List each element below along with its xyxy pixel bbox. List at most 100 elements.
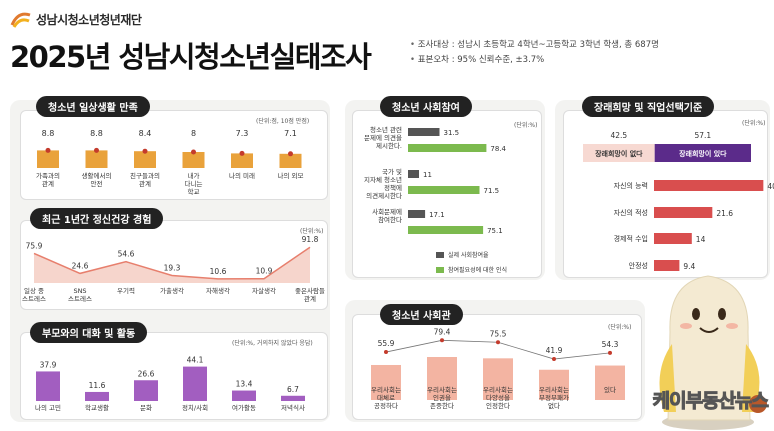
- society-category: 있다: [604, 385, 616, 394]
- satisfaction-category: 친구들과의: [130, 171, 160, 180]
- society-category: 존중한다: [430, 401, 454, 410]
- society-category: 우리사회는: [539, 385, 569, 394]
- satisfaction-card: [20, 110, 328, 200]
- society-category: 우리사회는: [427, 385, 457, 394]
- satisfaction-marker: [191, 149, 196, 155]
- satisfaction-bar: [231, 153, 253, 168]
- satisfaction-value: 8: [191, 129, 196, 138]
- participation-category: 문제에 의견을: [364, 133, 402, 142]
- participation-bar-need: [408, 186, 480, 194]
- parent-bar: [183, 366, 207, 401]
- participation-category: 참여한다: [378, 215, 402, 224]
- note-error: 표본오차 : 95% 신뢰수준, ±3.7%: [410, 53, 659, 68]
- logo-text: 성남시청소년청년재단: [36, 12, 142, 27]
- mental-health-value: 75.9: [26, 241, 43, 250]
- future-split-yes: [654, 144, 751, 162]
- unit-society: (단위:%): [608, 324, 632, 331]
- participation-value-actual: 17.1: [429, 211, 445, 219]
- mental-health-category: 자살생각: [252, 286, 276, 295]
- unit-parent: (단위:%, 거의하지 않았다 응답): [232, 340, 313, 347]
- society-value: 41.9: [546, 346, 563, 355]
- participation-category: 의견제시한다: [366, 191, 402, 200]
- legend-item-need: 참여필요성에 대한 인식: [436, 265, 507, 274]
- society-category: 없다: [548, 401, 560, 410]
- satisfaction-marker: [142, 148, 148, 154]
- parent-bar: [36, 371, 60, 401]
- future-card: [563, 110, 768, 278]
- mental-health-category: 관계: [304, 294, 316, 303]
- parent-category: 정치/사회: [182, 403, 208, 412]
- mental-health-category: 좋은사람들: [295, 286, 325, 295]
- society-marker: [496, 340, 500, 345]
- satisfaction-category: 내가: [188, 171, 200, 180]
- society-marker: [608, 350, 612, 355]
- satisfaction-category: 가족과의: [36, 171, 60, 180]
- parent-bar: [232, 390, 256, 401]
- future-bar: [654, 207, 713, 218]
- mental-health-value: 19.3: [164, 263, 181, 272]
- society-bar: [539, 369, 569, 400]
- participation-value-need: 75.1: [487, 227, 503, 235]
- tag-parent: 부모와의 대화 및 활동: [30, 322, 148, 343]
- mental-health-value: 10.6: [210, 267, 227, 276]
- participation-bar-need: [408, 144, 487, 152]
- parent-value: 11.6: [89, 381, 106, 390]
- parent-category: 학교생활: [85, 403, 109, 412]
- satisfaction-marker: [94, 147, 99, 153]
- satisfaction-bar: [37, 150, 59, 168]
- parent-bar: [281, 395, 305, 401]
- participation-category: 정책에: [384, 183, 402, 192]
- society-value: 79.4: [434, 327, 451, 336]
- mental-health-value: 24.6: [72, 261, 89, 270]
- society-bar: [595, 365, 625, 400]
- society-category: 공정하다: [374, 401, 398, 410]
- future-split-yes-label: 장래희망이 있다: [679, 149, 727, 158]
- note-target: 조사대상 : 성남시 초등학교 4학년~고등학교 3학년 학생, 총 687명: [410, 38, 659, 53]
- parent-value: 6.7: [287, 385, 299, 394]
- participation-bar-actual: [408, 170, 419, 178]
- satisfaction-bar: [134, 151, 156, 168]
- tag-future: 장래희망 및 직업선택기준: [582, 96, 715, 117]
- satisfaction-value: 7.3: [236, 129, 249, 138]
- unit-participation: (단위:%): [514, 122, 538, 129]
- parent-category: 나의 고민: [35, 403, 61, 412]
- tag-society: 청소년 사회관: [380, 304, 463, 325]
- satisfaction-category: 안전: [91, 179, 103, 188]
- participation-bar-actual: [408, 128, 440, 136]
- mental-health-value: 54.6: [118, 250, 135, 259]
- society-marker: [384, 350, 388, 355]
- participation-category: 사회문제에: [372, 207, 402, 216]
- mental-health-category: 자해생각: [206, 286, 230, 295]
- society-bar: [427, 357, 457, 400]
- parent-bar: [85, 391, 109, 401]
- society-category: 우리사회는: [371, 385, 401, 394]
- future-value: 9.4: [683, 262, 695, 271]
- parent-value: 44.1: [187, 356, 204, 365]
- satisfaction-category: 나의 미래: [229, 171, 255, 180]
- future-category: 경제적 수입: [614, 234, 648, 243]
- satisfaction-bar: [85, 150, 108, 168]
- mental-health-value: 10.9: [256, 267, 273, 276]
- tag-satisfaction: 청소년 일상생활 만족: [36, 96, 150, 117]
- page-title: 2025년 성남시청소년실태조사: [10, 40, 372, 74]
- legend-swatch-actual: [436, 251, 444, 258]
- legend-label-actual: 실제 사회참여율: [448, 252, 489, 259]
- mental-health-category: 가출생각: [160, 286, 184, 295]
- mental-health-category: 우기력: [117, 286, 135, 295]
- participation-value-need: 78.4: [490, 145, 506, 153]
- future-bar: [654, 233, 692, 244]
- mental-health-category: 일상 중: [24, 286, 44, 295]
- satisfaction-marker: [239, 150, 245, 156]
- society-category: 인정한다: [486, 401, 510, 410]
- mascot-image: [659, 275, 767, 430]
- satisfaction-bar: [279, 153, 302, 168]
- survey-notes: 조사대상 : 성남시 초등학교 4학년~고등학교 3학년 학생, 총 687명 …: [410, 38, 659, 68]
- society-category: 우리사회는: [483, 385, 513, 394]
- satisfaction-value: 8.8: [90, 129, 103, 138]
- parent-value: 26.6: [138, 369, 155, 378]
- participation-category: 지자체 청소년: [364, 175, 402, 184]
- mental-health-category: SNS: [73, 287, 86, 295]
- future-value: 40.5: [767, 182, 774, 191]
- satisfaction-marker: [45, 147, 51, 153]
